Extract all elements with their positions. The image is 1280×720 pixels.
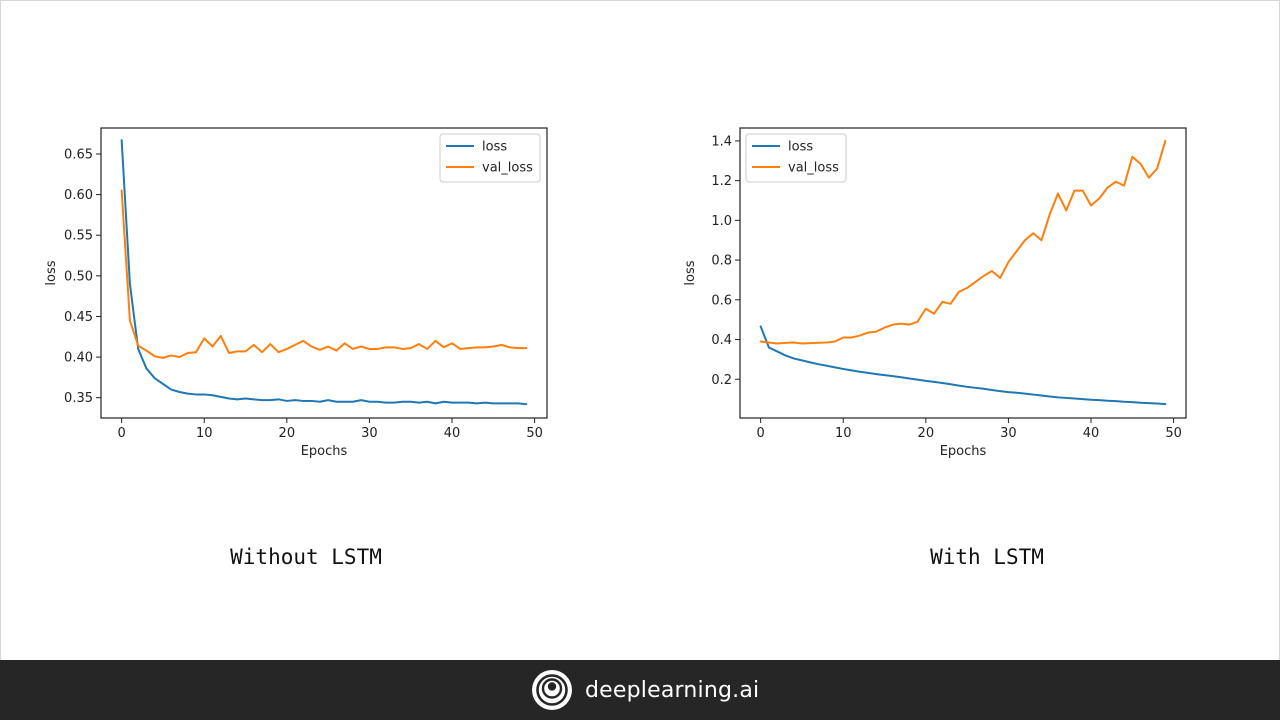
y-tick-label: 0.50 (64, 269, 93, 284)
y-axis-label: loss (44, 260, 59, 285)
x-tick-label: 10 (835, 426, 852, 441)
chart-without-lstm: 0 10 20 30 40 50 0.35 0.40 0.45 0.50 0.55 0.60 0.65 E… (44, 127, 548, 459)
x-tick-label: 20 (918, 426, 935, 441)
legend: loss val_loss (439, 133, 541, 183)
x-tick-label: 10 (196, 426, 213, 441)
deeplearning-logo-icon (532, 670, 572, 710)
series-line-val-loss (759, 139, 1167, 345)
y-axis-label: loss (683, 260, 698, 285)
y-tick-label: 1.2 (711, 174, 732, 189)
x-tick-label: 40 (444, 426, 461, 441)
y-tick-label: 0.55 (64, 229, 93, 244)
legend-label-val-loss: val_loss (482, 161, 533, 176)
y-tick-label: 0.60 (64, 188, 93, 203)
x-axis-label: Epochs (940, 444, 987, 459)
chart-with-lstm: 0 10 20 30 40 50 0.2 0.4 0.6 0.8 1.0 1.2 1.4 Epochs lo… (683, 127, 1187, 459)
slide: 0 10 20 30 40 50 0.35 0.40 0.45 0.50 0.55 0.60 0.65 E… (0, 0, 1280, 660)
y-tick-label: 1.4 (711, 134, 732, 149)
x-tick-label: 30 (1000, 426, 1017, 441)
x-tick-label: 40 (1083, 426, 1100, 441)
series-line-loss (759, 325, 1167, 406)
x-tick-label: 0 (118, 426, 126, 441)
x-tick-label: 30 (361, 426, 378, 441)
y-tick-label: 0.6 (711, 293, 732, 308)
legend-label-loss: loss (788, 140, 813, 155)
series-line-val-loss (120, 189, 528, 359)
caption-with-lstm: With LSTM (930, 545, 1044, 569)
legend-label-loss: loss (482, 140, 507, 155)
x-axis-label: Epochs (301, 444, 348, 459)
y-tick-label: 1.0 (711, 214, 732, 229)
y-tick-label: 0.35 (64, 391, 93, 406)
y-tick-label: 0.40 (64, 351, 93, 366)
brand-name: deeplearning.ai (585, 677, 760, 703)
x-tick-label: 50 (526, 426, 543, 441)
series-line-loss (120, 139, 528, 406)
footer-bar: deeplearning.ai (0, 660, 1280, 720)
y-tick-label: 0.2 (711, 373, 732, 388)
brand: deeplearning.ai (531, 669, 759, 711)
y-tick-label: 0.4 (711, 333, 732, 348)
legend: loss val_loss (745, 133, 847, 183)
x-tick-label: 50 (1165, 426, 1182, 441)
y-tick-label: 0.65 (64, 147, 93, 162)
y-tick-label: 0.45 (64, 310, 93, 325)
caption-without-lstm: Without LSTM (230, 545, 382, 569)
y-tick-label: 0.8 (711, 254, 732, 269)
x-tick-label: 0 (757, 426, 765, 441)
legend-label-val-loss: val_loss (788, 161, 839, 176)
x-tick-label: 20 (279, 426, 296, 441)
